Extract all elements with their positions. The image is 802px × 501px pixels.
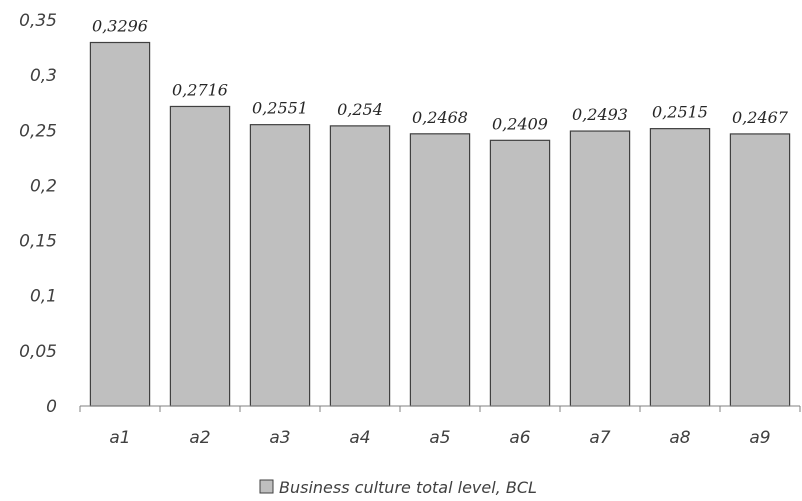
data-labels: 0,3296 0,2716 0,2551 0,254 0,2468 0,2409 0,249… bbox=[92, 16, 789, 133]
bar-a9 bbox=[729, 133, 791, 407]
legend: Business culture total level, BCL bbox=[259, 478, 537, 497]
y-tick-label: 0 bbox=[46, 397, 57, 417]
x-tick-label-a4: a4 bbox=[349, 428, 370, 448]
data-label-a7: 0,2493 bbox=[572, 105, 628, 124]
data-label-a3: 0,2551 bbox=[252, 99, 308, 118]
x-tick-label-a8: a8 bbox=[669, 428, 690, 448]
legend-label: Business culture total level, BCL bbox=[279, 478, 537, 497]
bar-a7 bbox=[569, 130, 631, 407]
data-label-a5: 0,2468 bbox=[412, 108, 468, 127]
y-axis-tick-labels: 0 0,05 0,1 0,15 0,2 0,25 0,3 0,35 bbox=[19, 11, 57, 417]
x-tick-label-a7: a7 bbox=[589, 428, 610, 448]
y-tick-label: 0,2 bbox=[30, 176, 57, 196]
bar-a6 bbox=[489, 139, 551, 407]
data-label-a2: 0,2716 bbox=[172, 80, 228, 99]
bar-a5 bbox=[409, 133, 471, 407]
data-label-a1: 0,3296 bbox=[92, 16, 148, 35]
y-tick-label: 0,05 bbox=[19, 342, 57, 362]
data-label-a4: 0,254 bbox=[337, 100, 383, 119]
x-tick-label-a2: a2 bbox=[189, 428, 210, 448]
bar-a4 bbox=[329, 125, 391, 407]
x-tick-label-a6: a6 bbox=[509, 428, 530, 448]
data-label-a8: 0,2515 bbox=[652, 103, 708, 122]
y-tick-label: 0,3 bbox=[30, 66, 57, 86]
x-axis bbox=[79, 405, 801, 412]
bar-a8 bbox=[649, 128, 711, 407]
x-tick-label-a5: a5 bbox=[429, 428, 450, 448]
x-tick-label-a1: a1 bbox=[109, 428, 130, 448]
bar-a3 bbox=[249, 124, 311, 407]
x-axis-tick-labels: a1 a2 a3 a4 a5 a6 a7 a8 a9 bbox=[109, 428, 770, 448]
y-tick-label: 0,35 bbox=[19, 11, 57, 31]
bar-a1 bbox=[89, 41, 151, 407]
data-label-a9: 0,2467 bbox=[732, 108, 789, 127]
legend-swatch bbox=[259, 479, 274, 494]
y-tick-label: 0,25 bbox=[19, 121, 57, 141]
bar-a2 bbox=[169, 105, 231, 407]
y-tick-label: 0,1 bbox=[30, 287, 57, 307]
data-label-a6: 0,2409 bbox=[492, 114, 548, 133]
x-tick-label-a3: a3 bbox=[269, 428, 290, 448]
bars bbox=[89, 41, 791, 407]
x-tick-label-a9: a9 bbox=[749, 428, 770, 448]
y-tick-label: 0,15 bbox=[19, 232, 57, 252]
